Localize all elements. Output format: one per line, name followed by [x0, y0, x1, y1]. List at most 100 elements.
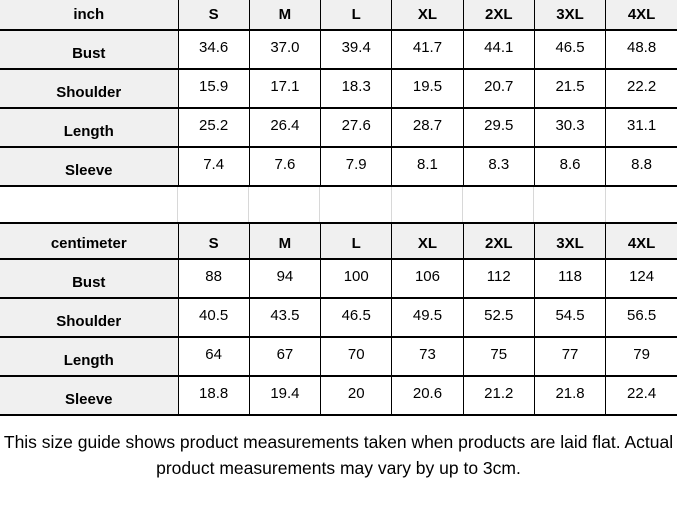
inch-size-table: inch S M L XL 2XL 3XL 4XL Bust 34.6 37.0 39.4 41.7 4…: [0, 0, 677, 187]
measurement-value-cell: 28.7: [391, 107, 464, 148]
size-header-cell: 2XL: [462, 222, 535, 260]
measurement-value-cell: 39.4: [320, 29, 393, 70]
size-guide-note-line-2: product measurements may vary by up to 3…: [156, 458, 521, 479]
measurement-value-cell: 94: [248, 258, 322, 299]
size-header-row: inch S M L XL 2XL 3XL 4XL: [0, 0, 677, 31]
spacer-cell: [463, 187, 535, 222]
measurement-value-cell: 64: [177, 336, 250, 377]
measurement-value-cell: 88: [177, 258, 250, 299]
measurement-value-cell: 40.5: [177, 297, 250, 338]
measurement-row: Shoulder 15.9 17.1 18.3 19.5 20.7 21.5 22.2: [0, 68, 677, 109]
measurement-value-cell: 56.5: [605, 297, 677, 338]
size-header-cell: S: [177, 222, 250, 260]
measurement-value-cell: 34.6: [177, 29, 250, 70]
measurement-value-cell: 41.7: [391, 29, 464, 70]
unit-label-cell: inch: [0, 0, 179, 31]
measurement-value-cell: 46.5: [320, 297, 393, 338]
measurement-value-cell: 67: [248, 336, 322, 377]
measurement-value-cell: 44.1: [462, 29, 535, 70]
measurement-row: Sleeve 7.4 7.6 7.9 8.1 8.3 8.6 8.8: [0, 146, 677, 187]
measurement-value-cell: 118: [533, 258, 607, 299]
row-label-cell: Sleeve: [0, 375, 179, 416]
spacer-cell: [606, 187, 677, 222]
measurement-value-cell: 100: [320, 258, 393, 299]
table-spacer: [0, 187, 677, 222]
size-guide-note-line-1: This size guide shows product measuremen…: [3, 432, 674, 452]
row-label-cell: Length: [0, 336, 179, 377]
measurement-value-cell: 21.8: [533, 375, 607, 416]
row-label-cell: Length: [0, 107, 179, 148]
measurement-value-cell: 43.5: [248, 297, 322, 338]
size-header-cell: M: [248, 222, 322, 260]
measurement-value-cell: 37.0: [248, 29, 322, 70]
measurement-value-cell: 31.1: [605, 107, 677, 148]
size-header-cell: S: [177, 0, 250, 31]
measurement-value-cell: 106: [391, 258, 464, 299]
measurement-row: Length 64 67 70 73 75 77 79: [0, 336, 677, 377]
size-header-row: centimeter S M L XL 2XL 3XL 4XL: [0, 222, 677, 260]
cm-table-header: centimeter S M L XL 2XL 3XL 4XL: [0, 222, 677, 260]
measurement-value-cell: 49.5: [391, 297, 464, 338]
row-label-cell: Bust: [0, 29, 179, 70]
size-header-cell: L: [320, 0, 393, 31]
measurement-row: Length 25.2 26.4 27.6 28.7 29.5 30.3 31.1: [0, 107, 677, 148]
spacer-label-cell: [0, 187, 178, 222]
size-header-cell: 4XL: [605, 0, 677, 31]
measurement-value-cell: 52.5: [462, 297, 535, 338]
measurement-value-cell: 77: [533, 336, 607, 377]
measurement-value-cell: 19.5: [391, 68, 464, 109]
spacer-cell: [534, 187, 606, 222]
measurement-value-cell: 48.8: [605, 29, 677, 70]
measurement-value-cell: 20.7: [462, 68, 535, 109]
measurement-value-cell: 8.8: [605, 146, 677, 187]
measurement-value-cell: 20.6: [391, 375, 464, 416]
measurement-value-cell: 21.2: [462, 375, 535, 416]
measurement-value-cell: 8.6: [533, 146, 607, 187]
measurement-value-cell: 7.9: [320, 146, 393, 187]
spacer-cell: [178, 187, 250, 222]
measurement-value-cell: 21.5: [533, 68, 607, 109]
measurement-value-cell: 20: [320, 375, 393, 416]
measurement-value-cell: 79: [605, 336, 677, 377]
size-header-cell: 4XL: [605, 222, 677, 260]
measurement-value-cell: 15.9: [177, 68, 250, 109]
row-label-cell: Bust: [0, 258, 179, 299]
measurement-value-cell: 29.5: [462, 107, 535, 148]
inch-table-header: inch S M L XL 2XL 3XL 4XL: [0, 0, 677, 31]
measurement-value-cell: 8.3: [462, 146, 535, 187]
measurement-value-cell: 124: [605, 258, 677, 299]
measurement-value-cell: 22.4: [605, 375, 677, 416]
row-label-cell: Shoulder: [0, 68, 179, 109]
measurement-value-cell: 18.3: [320, 68, 393, 109]
centimeter-size-table: centimeter S M L XL 2XL 3XL 4XL Bust 88 94 100 106 1…: [0, 222, 677, 416]
cm-table-body: Bust 88 94 100 106 112 118 124 Shoulder 40.5 43.5 4…: [0, 258, 677, 416]
spacer-cell: [320, 187, 392, 222]
measurement-value-cell: 112: [462, 258, 535, 299]
measurement-value-cell: 18.8: [177, 375, 250, 416]
measurement-value-cell: 19.4: [248, 375, 322, 416]
size-header-cell: L: [320, 222, 393, 260]
measurement-row: Sleeve 18.8 19.4 20 20.6 21.2 21.8 22.4: [0, 375, 677, 416]
measurement-value-cell: 7.6: [248, 146, 322, 187]
measurement-value-cell: 26.4: [248, 107, 322, 148]
measurement-value-cell: 70: [320, 336, 393, 377]
measurement-value-cell: 75: [462, 336, 535, 377]
measurement-value-cell: 17.1: [248, 68, 322, 109]
measurement-value-cell: 22.2: [605, 68, 677, 109]
size-header-cell: XL: [391, 222, 464, 260]
measurement-value-cell: 25.2: [177, 107, 250, 148]
size-guide-note: This size guide shows product measuremen…: [0, 429, 677, 482]
measurement-value-cell: 73: [391, 336, 464, 377]
row-label-cell: Shoulder: [0, 297, 179, 338]
measurement-value-cell: 8.1: [391, 146, 464, 187]
unit-label-cell: centimeter: [0, 222, 179, 260]
measurement-row: Bust 88 94 100 106 112 118 124: [0, 258, 677, 299]
measurement-value-cell: 27.6: [320, 107, 393, 148]
measurement-value-cell: 54.5: [533, 297, 607, 338]
measurement-value-cell: 7.4: [177, 146, 250, 187]
measurement-value-cell: 46.5: [533, 29, 607, 70]
spacer-cell: [392, 187, 464, 222]
row-label-cell: Sleeve: [0, 146, 179, 187]
size-header-cell: XL: [391, 0, 464, 31]
